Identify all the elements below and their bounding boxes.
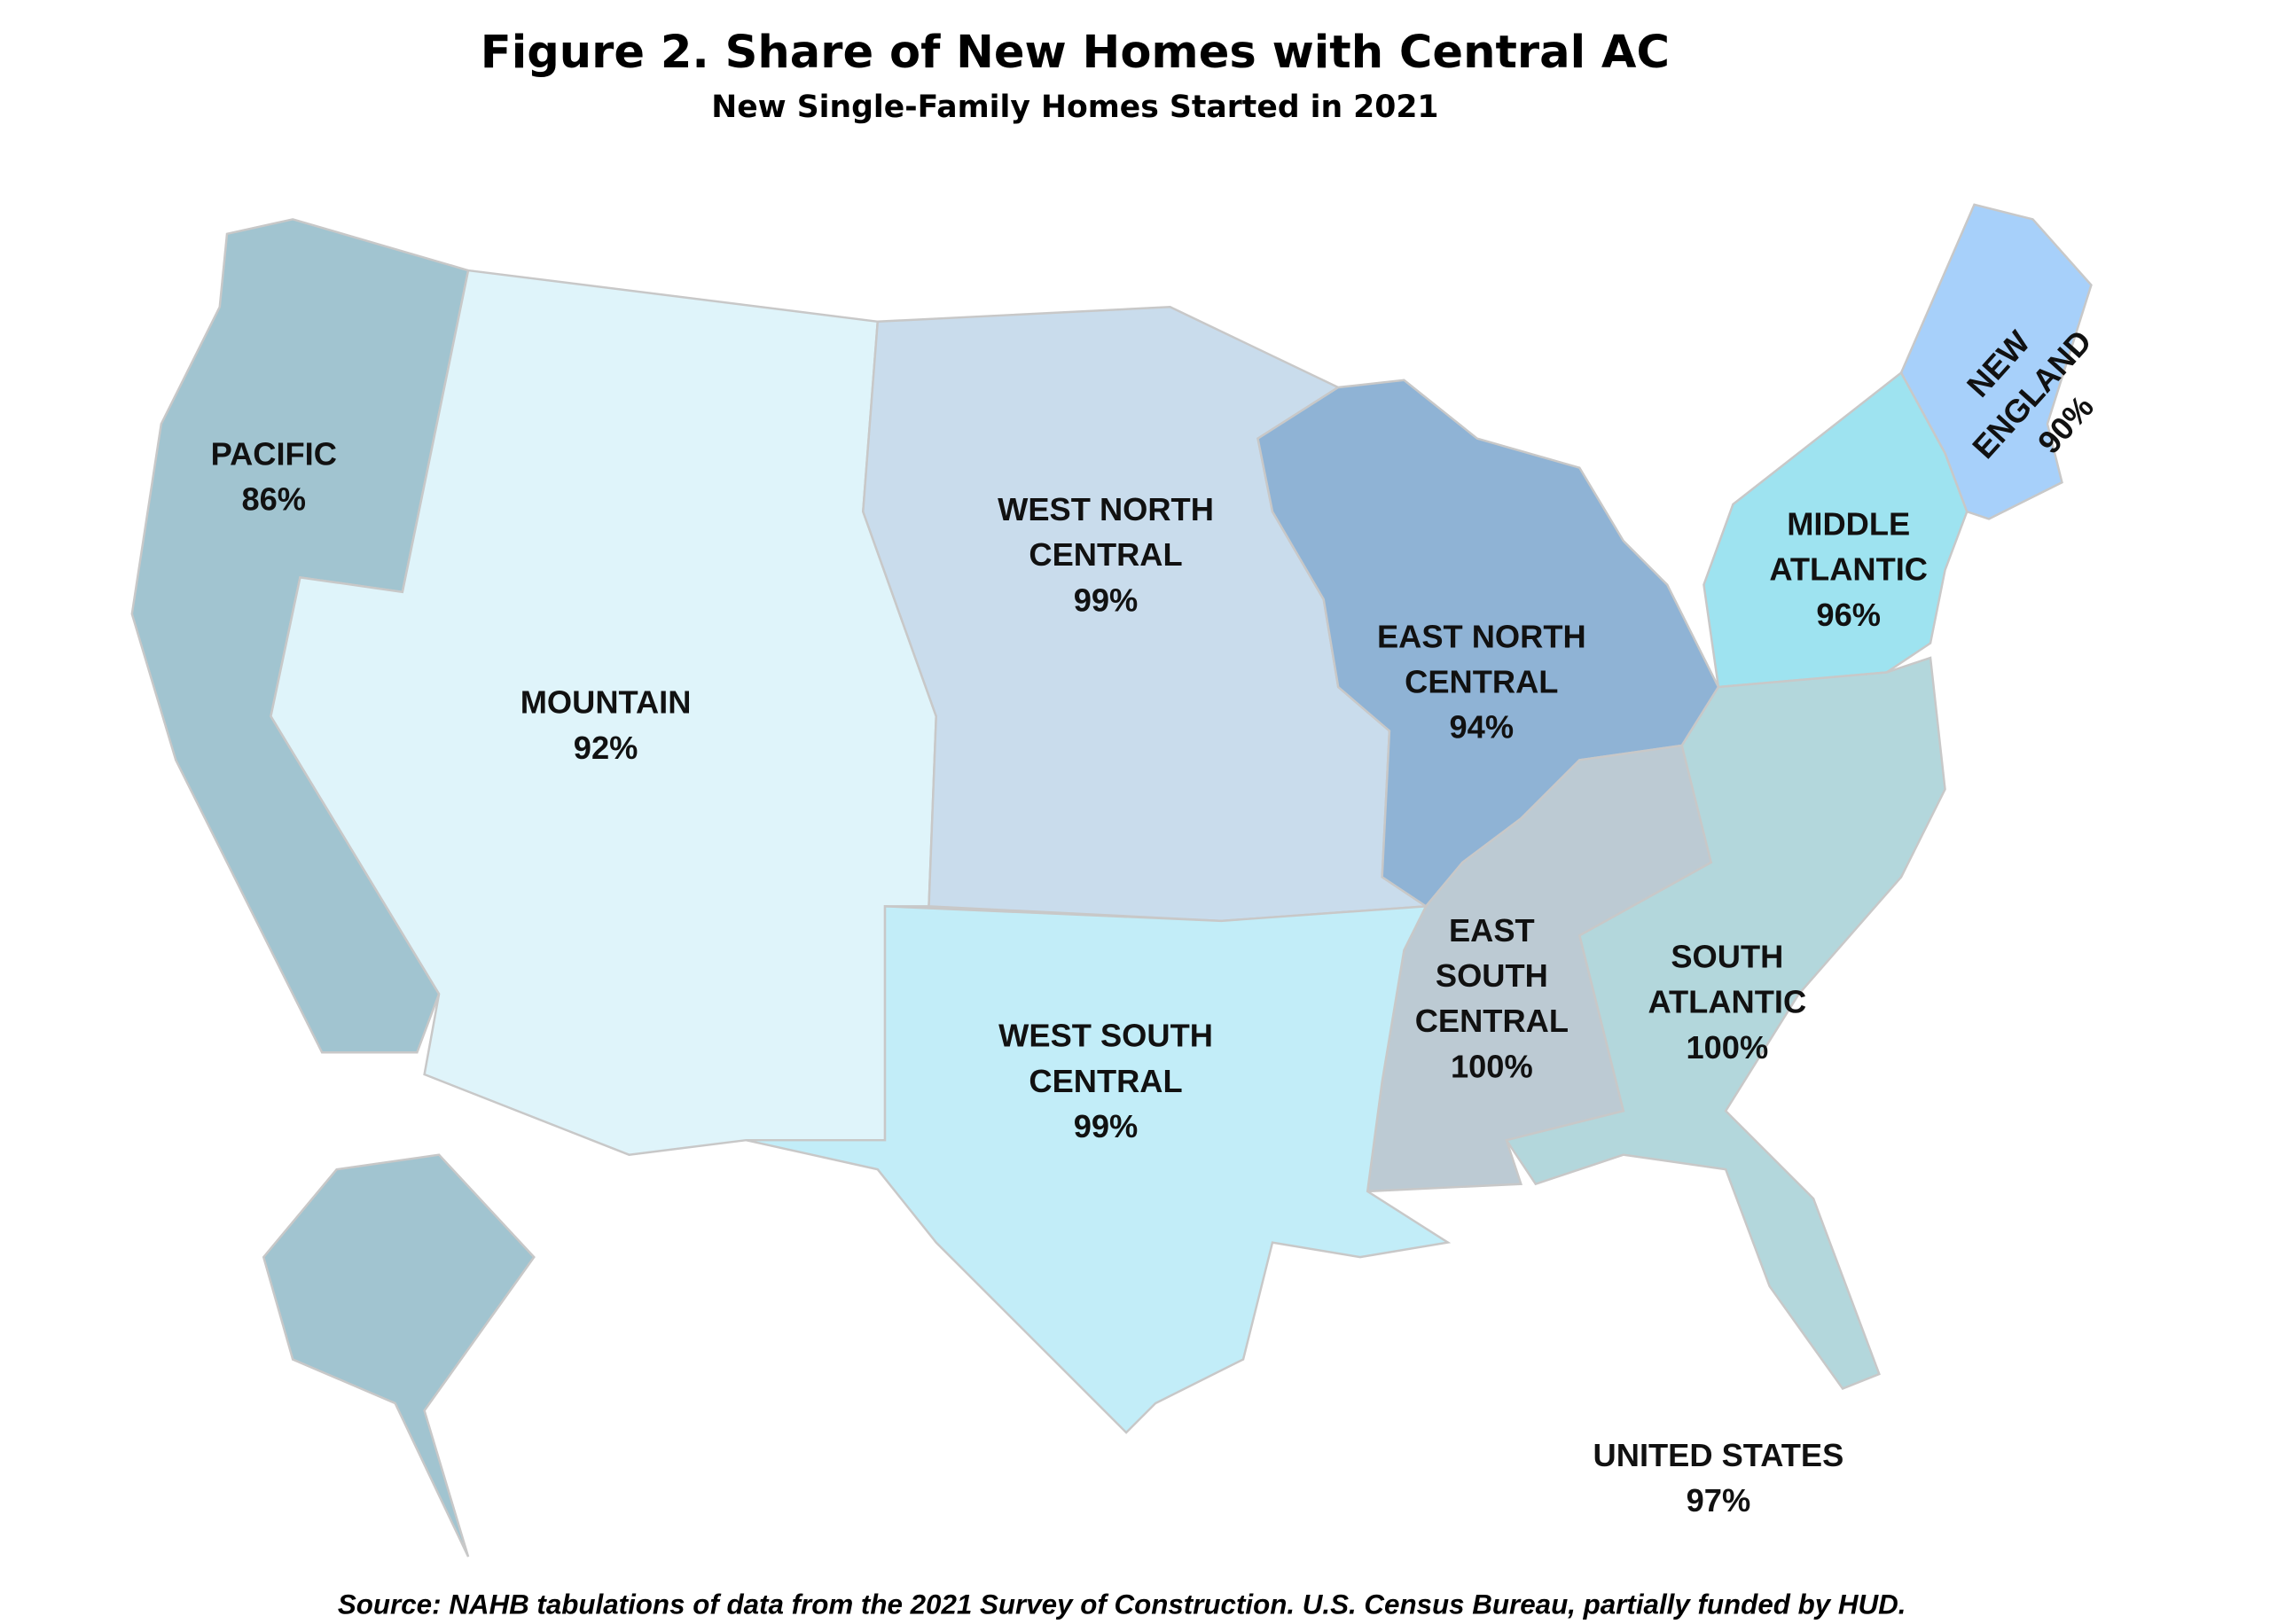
total-name: UNITED STATES — [1593, 1437, 1844, 1473]
region-label: EAST SOUTH CENTRAL 100% — [1415, 912, 1569, 1084]
region-name: WEST NORTH — [998, 491, 1214, 527]
region-label: SOUTH ATLANTIC 100% — [1648, 939, 1807, 1066]
region-value: 99% — [1074, 582, 1139, 618]
total-value: 97% — [1687, 1482, 1751, 1519]
regions — [130, 203, 2093, 1558]
region-value: 86% — [241, 480, 306, 517]
region-name: EAST — [1449, 912, 1535, 949]
region-value: 96% — [1816, 597, 1881, 633]
region-name: CENTRAL — [1405, 664, 1558, 700]
region-name: CENTRAL — [1415, 1003, 1569, 1039]
region-label: EAST NORTH CENTRAL 94% — [1377, 618, 1586, 745]
region-label: WEST NORTH CENTRAL 99% — [998, 491, 1214, 618]
region-name: SOUTH — [1436, 957, 1548, 994]
region-shape — [1899, 203, 2093, 520]
region-shape — [746, 904, 1452, 1434]
region-shape — [262, 1153, 536, 1558]
region-name: WEST SOUTH — [998, 1018, 1213, 1054]
region-value: 92% — [574, 730, 638, 766]
region-name: ATLANTIC — [1769, 551, 1928, 588]
region-name: EAST NORTH — [1377, 618, 1586, 654]
region-value: 100% — [1686, 1029, 1768, 1066]
region-name: SOUTH — [1671, 939, 1783, 975]
region-name: CENTRAL — [1029, 1063, 1182, 1099]
region-label: MOUNTAIN 92% — [521, 684, 692, 766]
region-value: 99% — [1074, 1108, 1139, 1144]
region-label: MIDDLE ATLANTIC 96% — [1769, 506, 1928, 633]
source: Source: NAHB tabulations of data from th… — [338, 1589, 1906, 1620]
region-name: MIDDLE — [1787, 506, 1910, 543]
region-name: PACIFIC — [211, 435, 337, 472]
region-label: WEST SOUTH CENTRAL 99% — [998, 1018, 1213, 1144]
subtitle: New Single-Family Homes Started in 2021 — [711, 90, 1438, 125]
title: Figure 2. Share of New Homes with Centra… — [481, 27, 1670, 79]
region-label: PACIFIC 86% — [211, 435, 337, 517]
region-name: MOUNTAIN — [521, 684, 692, 721]
region-name: ATLANTIC — [1648, 984, 1807, 1020]
region-name: CENTRAL — [1029, 536, 1182, 573]
region-value: 100% — [1451, 1048, 1533, 1084]
region-value: 94% — [1450, 709, 1515, 746]
